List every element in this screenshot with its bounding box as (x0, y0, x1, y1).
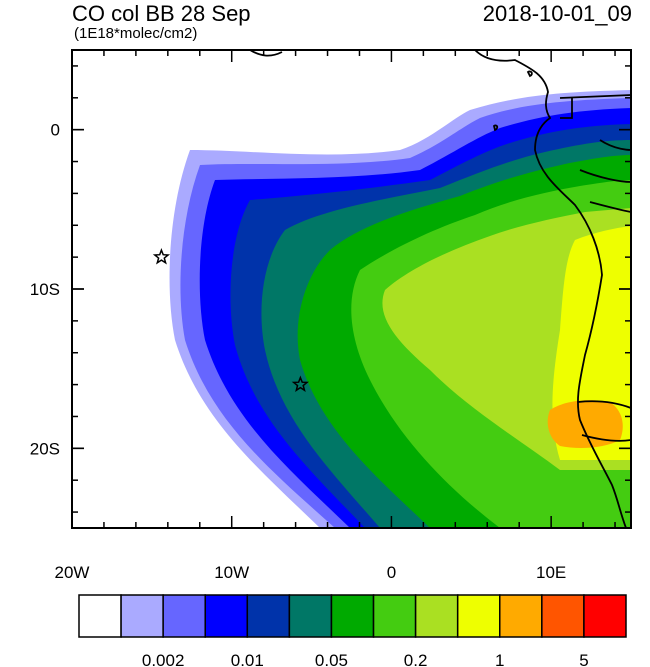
x-tick-label: 20W (55, 563, 90, 582)
colorbar-box (499, 594, 543, 638)
star-marker (152, 247, 171, 265)
colorbar-box (288, 594, 333, 638)
y-tick-label: 20S (30, 439, 60, 458)
co-concentration-field (169, 90, 631, 528)
colorbar-label: 1 (495, 651, 504, 667)
colorbar-box (330, 594, 375, 638)
colorbar-box (246, 594, 291, 638)
contour-band-yellow (552, 226, 631, 460)
colorbar-label: 5 (579, 651, 588, 667)
y-tick-label: 0 (51, 121, 60, 140)
units-label: (1E18*molec/cm2) (74, 25, 198, 42)
axis-tick-labels: 20W 10W 0 10E 0 10S 20S (30, 121, 567, 582)
colorbar-box (204, 594, 249, 638)
y-tick-label: 10S (30, 280, 60, 299)
colorbar-box (120, 594, 164, 638)
colorbar-box (414, 594, 459, 638)
colorbar-box (78, 594, 122, 638)
station-markers (152, 247, 310, 393)
colorbar-label: 0.01 (231, 651, 264, 667)
x-tick-label: 10W (214, 563, 249, 582)
contour-band-orange (547, 400, 623, 448)
colorbar: 0.002 0.01 0.05 0.2 1 5 (78, 594, 627, 667)
colorbar-label: 0.05 (315, 651, 348, 667)
colorbar-label: 0.2 (404, 651, 428, 667)
colorbar-box (583, 594, 627, 638)
star-marker (291, 375, 310, 393)
valid-datetime: 2018-10-01_09 (482, 1, 632, 26)
colorbar-box (456, 594, 501, 638)
colorbar-box (372, 594, 417, 638)
axis-ticks (71, 50, 631, 528)
colorbar-box (541, 594, 585, 638)
map-title: CO col BB 28 Sep (72, 1, 251, 26)
colorbar-box (162, 594, 206, 638)
colorbar-label: 0.002 (142, 651, 185, 667)
x-tick-label: 0 (387, 563, 396, 582)
x-tick-label: 10E (536, 563, 566, 582)
